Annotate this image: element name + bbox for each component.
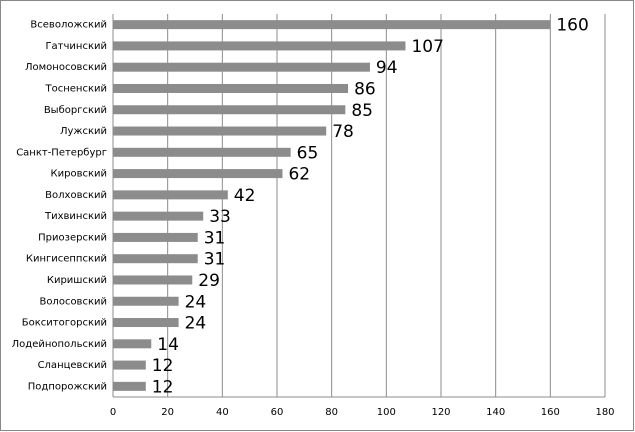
bar: [113, 62, 370, 72]
value-label: 85: [351, 101, 373, 121]
bar: [113, 254, 198, 264]
value-label: 107: [411, 37, 443, 57]
value-label: 78: [332, 122, 354, 142]
x-tick-label: 120: [431, 407, 450, 418]
y-tick-label: Лодейнопольский: [12, 339, 107, 350]
value-label: 33: [209, 207, 231, 227]
x-tick-label: 40: [216, 407, 229, 418]
y-tick-label: Всеволожский: [30, 20, 107, 31]
x-tick-label: 20: [161, 407, 174, 418]
bar: [113, 232, 198, 242]
value-label: 31: [204, 250, 226, 270]
bar: [113, 275, 193, 285]
bar: [113, 83, 349, 93]
y-tick-label: Киришский: [47, 275, 107, 286]
y-tick-label: Кировский: [51, 169, 108, 180]
value-label: 14: [157, 335, 179, 355]
x-tick-label: 80: [325, 407, 338, 418]
y-tick-label: Кингисеппский: [26, 254, 107, 265]
value-label: 94: [376, 58, 398, 78]
bar: [113, 339, 152, 349]
y-tick-label: Санкт-Петербург: [16, 147, 107, 158]
value-label: 65: [297, 143, 319, 163]
y-tick-label: Выборгский: [44, 105, 107, 116]
bar: [113, 20, 551, 30]
bar: [113, 169, 283, 179]
bar: [113, 360, 146, 370]
x-tick-label: 60: [271, 407, 284, 418]
value-label: 12: [152, 356, 174, 376]
value-label: 12: [152, 377, 174, 397]
bar: [113, 211, 204, 221]
x-tick-label: 160: [541, 407, 560, 418]
y-tick-label: Гатчинский: [45, 41, 107, 52]
bar: [113, 105, 346, 115]
y-tick-label: Приозерский: [38, 232, 107, 243]
x-tick-label: 100: [377, 407, 396, 418]
value-label: 24: [185, 292, 207, 312]
x-tick-label: 0: [110, 407, 116, 418]
x-tick-label: 140: [486, 407, 505, 418]
bar: [113, 41, 406, 51]
value-label: 160: [556, 16, 588, 36]
y-tick-label: Лужский: [60, 126, 107, 137]
y-tick-label: Сланцевский: [38, 360, 107, 371]
y-tick-label: Тихвинский: [44, 211, 107, 222]
value-label: 62: [288, 165, 310, 185]
y-tick-label: Тосненский: [45, 83, 108, 94]
y-tick-label: Бокситогорский: [22, 318, 107, 329]
value-label: 24: [185, 314, 207, 334]
bar: [113, 147, 291, 157]
y-tick-label: Волосовский: [39, 296, 107, 307]
x-tick-label: 180: [595, 407, 614, 418]
bar: [113, 296, 179, 306]
bar: [113, 190, 228, 200]
y-tick-label: Ломоносовский: [25, 62, 107, 73]
value-label: 42: [234, 186, 256, 206]
bar: [113, 318, 179, 328]
value-label: 29: [198, 271, 220, 291]
y-tick-label: Волховский: [45, 190, 107, 201]
bar: [113, 126, 327, 136]
y-tick-label: Подпорожский: [28, 381, 107, 392]
bar: [113, 381, 146, 391]
value-label: 86: [354, 79, 376, 99]
value-label: 31: [204, 228, 226, 248]
